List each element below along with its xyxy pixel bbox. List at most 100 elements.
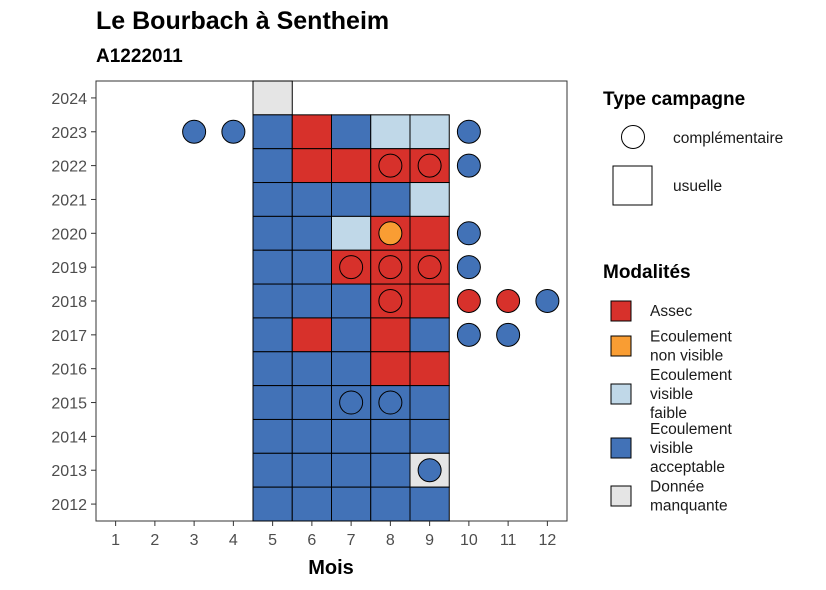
legend-title-type-campagne: Type campagne: [603, 89, 745, 110]
cell-2018-5: [252, 283, 293, 319]
axes: 1 2 3 4 5 6 7 8 9 10 11 122012201320142015201620172…: [51, 91, 556, 549]
x-tick-label-10: 10: [460, 532, 478, 549]
cell-2016-6: [291, 351, 332, 387]
cell-2012-6: [291, 486, 332, 522]
y-tick-label-2017: 2017: [51, 328, 87, 345]
legend-label-ecvf-0: Ecoulement: [650, 367, 733, 384]
cell-2020-6: [291, 215, 332, 251]
x-tick-label-5: 5: [268, 532, 277, 549]
cell-2014-9: [409, 418, 450, 454]
y-tick-label-2013: 2013: [51, 463, 87, 480]
legend-label-ecva-2: acceptable: [650, 459, 725, 476]
point-2020-10: [456, 221, 481, 246]
x-tick-label-11: 11: [500, 532, 517, 549]
cell-2017-6: [291, 317, 332, 353]
legend-key-usuelle: [612, 165, 653, 206]
x-tick-label-12: 12: [538, 532, 556, 549]
cell-2017-8: [370, 317, 411, 353]
x-tick-label-6: 6: [307, 532, 316, 549]
legend-label-ecnv-1: non visible: [650, 348, 723, 365]
y-tick-label-2012: 2012: [51, 497, 87, 514]
cell-2018-9: [409, 283, 450, 319]
cell-2020-9: [409, 215, 450, 251]
point-2019-7: [339, 255, 364, 280]
legend-key-ecva: [610, 437, 632, 459]
x-tick-label-4: 4: [229, 532, 238, 549]
legend-label-ecvf-1: visible: [650, 386, 693, 403]
cell-2019-5: [252, 249, 293, 285]
cell-2014-5: [252, 418, 293, 454]
cell-2017-5: [252, 317, 293, 353]
x-tick-label-8: 8: [386, 532, 395, 549]
point-2018-8: [378, 289, 403, 313]
point-2018-10: [456, 289, 481, 313]
legend-label-dm-0: Donnée: [650, 479, 704, 496]
legend-label-usuelle: usuelle: [673, 178, 722, 195]
point-2022-10: [456, 153, 481, 178]
point-2015-8: [378, 390, 403, 415]
cell-2021-6: [291, 182, 332, 217]
cell-2012-8: [370, 486, 411, 522]
cell-2021-8: [370, 182, 411, 217]
point-2015-7: [339, 390, 364, 415]
complementaire-points: [182, 119, 560, 483]
cell-2015-9: [409, 385, 450, 420]
cell-2017-7: [331, 317, 372, 353]
cell-2021-9: [409, 182, 450, 217]
cell-2021-7: [331, 182, 372, 217]
y-tick-label-2024: 2024: [51, 91, 87, 108]
legend-title-modalites: Modalités: [603, 262, 691, 283]
cell-2021-5: [252, 182, 293, 217]
point-2019-8: [378, 255, 403, 280]
cell-2015-5: [252, 385, 293, 420]
cell-2013-6: [291, 452, 332, 488]
y-tick-label-2019: 2019: [51, 260, 87, 277]
cell-2020-5: [252, 215, 293, 251]
cell-2015-6: [291, 385, 332, 420]
cell-2016-8: [370, 351, 411, 387]
cell-2019-6: [291, 249, 332, 285]
legend-label-ecnv-0: Ecoulement: [650, 329, 733, 346]
point-2017-10: [456, 322, 481, 347]
cell-2014-7: [331, 418, 372, 454]
x-tick-label-7: 7: [347, 532, 356, 549]
legend: Type campagne complémentaire usuelle Modali…: [603, 89, 783, 515]
cell-2022-5: [252, 148, 293, 184]
legend-key-ecnv: [610, 335, 632, 357]
legend-key-assec: [610, 300, 632, 322]
point-2017-11: [496, 322, 521, 347]
legend-label-ecva-1: visible: [650, 440, 693, 457]
point-2023-4: [221, 119, 246, 144]
y-tick-label-2015: 2015: [51, 396, 87, 413]
cell-2012-5: [252, 486, 293, 522]
chart-subtitle: A1222011: [96, 46, 183, 67]
cell-2017-9: [409, 317, 450, 353]
point-2019-10: [456, 255, 481, 280]
point-2023-3: [182, 119, 207, 144]
legend-label-ecva-0: Ecoulement: [650, 421, 733, 438]
cell-2023-7: [331, 114, 372, 150]
legend-label-assec-0: Assec: [650, 303, 692, 320]
cell-2014-6: [291, 418, 332, 454]
legend-label-dm-1: manquante: [650, 498, 728, 515]
x-tick-label-3: 3: [190, 532, 199, 549]
chart-title: Le Bourbach à Sentheim: [96, 7, 390, 35]
x-tick-label-1: 1: [111, 532, 120, 549]
point-2018-12: [535, 289, 560, 313]
point-2022-8: [378, 153, 403, 178]
y-tick-label-2018: 2018: [51, 294, 87, 311]
y-tick-label-2023: 2023: [51, 125, 87, 142]
point-2018-11: [496, 289, 521, 313]
point-2020-8: [378, 221, 403, 246]
point-2022-9: [417, 153, 442, 178]
cell-2023-5: [252, 114, 293, 150]
legend-key-complementaire: [621, 125, 645, 149]
cell-2013-8: [370, 452, 411, 488]
y-tick-label-2022: 2022: [51, 159, 87, 176]
cell-2012-7: [331, 486, 372, 522]
x-axis-label: Mois: [308, 557, 354, 579]
cell-2018-6: [291, 283, 332, 319]
y-tick-label-2014: 2014: [51, 429, 87, 446]
cell-2023-8: [370, 114, 411, 150]
